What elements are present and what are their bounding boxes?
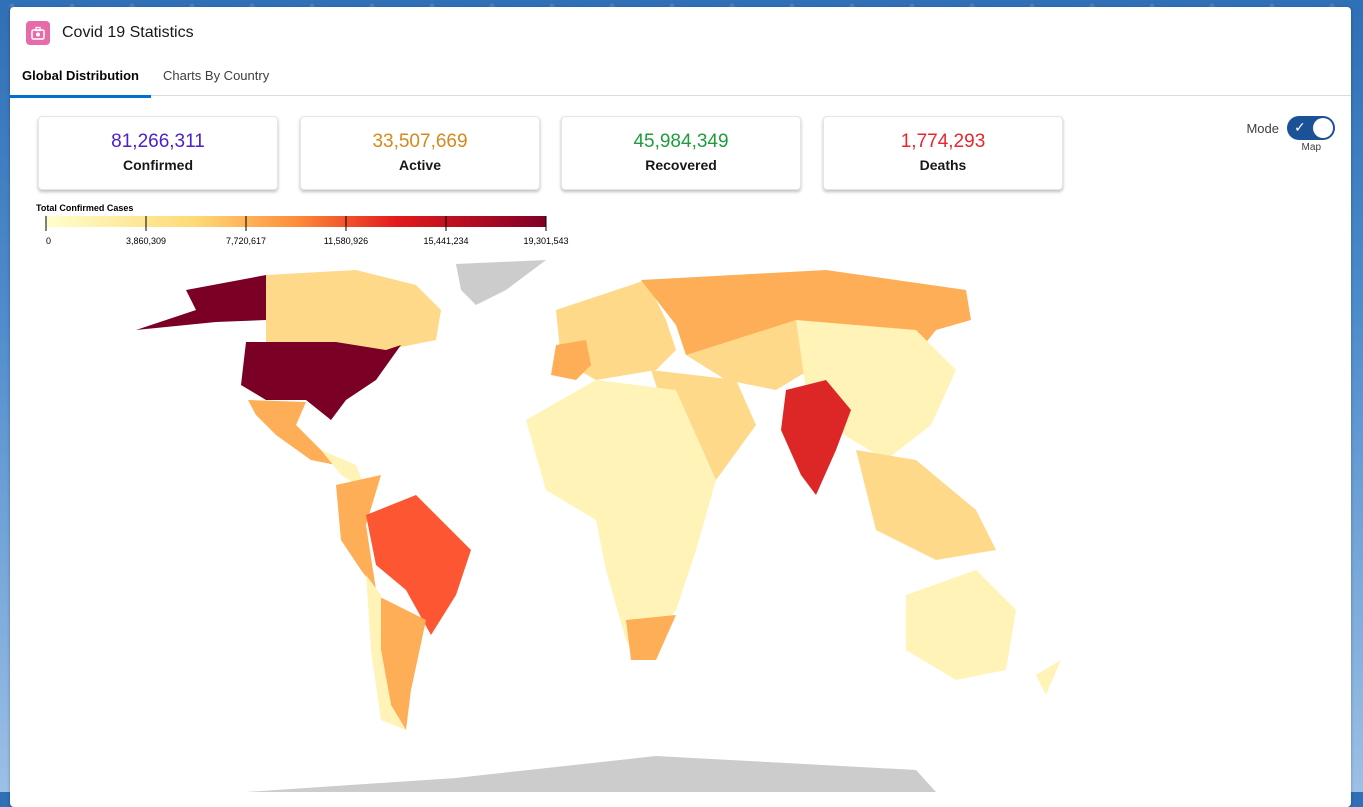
region-southeast-asia[interactable]	[856, 450, 996, 560]
legend-tick-label: 15,441,234	[423, 236, 468, 246]
region-alaska[interactable]	[136, 275, 266, 330]
legend-gradient-bar	[46, 216, 546, 227]
region-africa[interactable]	[526, 380, 716, 660]
medical-kit-icon	[26, 21, 50, 45]
stat-value: 33,507,669	[372, 131, 468, 152]
app-title: Covid 19 Statistics	[62, 24, 194, 41]
stat-value: 1,774,293	[900, 131, 986, 152]
mode-toggle-group: Mode ✓ Map	[1246, 116, 1335, 153]
tab-global-distribution[interactable]: Global Distribution	[10, 57, 151, 98]
region-greenland[interactable]	[456, 260, 546, 305]
region-australia[interactable]	[906, 570, 1016, 680]
mode-toggle[interactable]: ✓	[1287, 116, 1335, 140]
legend-title: Total Confirmed Cases	[36, 203, 134, 213]
map-legend: Total Confirmed Cases 0 3,860,309 7,720,61…	[36, 203, 596, 261]
mode-label: Mode	[1246, 120, 1279, 136]
region-canada[interactable]	[266, 270, 441, 350]
world-map[interactable]	[36, 250, 1126, 792]
stat-value: 81,266,311	[111, 131, 205, 152]
tab-bar: Global Distribution Charts By Country	[10, 57, 1351, 98]
app-header: Covid 19 Statistics	[26, 21, 194, 45]
region-usa[interactable]	[241, 342, 401, 420]
stat-card-recovered: 45,984,349 Recovered	[561, 116, 801, 190]
stat-card-deaths: 1,774,293 Deaths	[823, 116, 1063, 190]
region-brazil[interactable]	[366, 495, 471, 635]
region-new-zealand[interactable]	[1036, 660, 1061, 695]
legend-tick-label: 11,580,926	[324, 236, 368, 246]
region-india[interactable]	[781, 380, 851, 495]
region-chile-bolivia[interactable]	[366, 575, 406, 730]
stat-card-active: 33,507,669 Active	[300, 116, 540, 190]
legend-tick-label: 19,301,543	[523, 236, 568, 246]
region-central-asia[interactable]	[686, 320, 826, 390]
toggle-knob	[1313, 118, 1333, 138]
stat-label: Confirmed	[123, 157, 193, 173]
region-central-america[interactable]	[321, 450, 366, 490]
legend-tick-label: 3,860,309	[126, 236, 166, 246]
stat-label: Recovered	[645, 157, 717, 173]
stat-value: 45,984,349	[633, 131, 729, 152]
region-mexico[interactable]	[248, 400, 336, 465]
tab-charts-by-country[interactable]: Charts By Country	[163, 68, 270, 83]
legend-tick-label: 0	[46, 236, 51, 246]
region-peru-colombia[interactable]	[336, 475, 381, 590]
stat-label: Active	[398, 157, 442, 173]
stat-label: Deaths	[919, 157, 967, 173]
mode-value: Map	[1301, 142, 1321, 153]
stat-card-confirmed: 81,266,311 Confirmed	[38, 116, 278, 190]
legend-tick-label: 7,720,617	[226, 236, 266, 246]
region-spain-france[interactable]	[551, 340, 591, 380]
region-south-africa[interactable]	[626, 615, 676, 660]
check-icon: ✓	[1294, 119, 1306, 135]
legend-scale: 0 3,860,309 7,720,617 11,580,926 15,441,234 1…	[45, 216, 569, 246]
region-antarctica[interactable]	[246, 756, 936, 792]
region-argentina[interactable]	[376, 595, 426, 730]
